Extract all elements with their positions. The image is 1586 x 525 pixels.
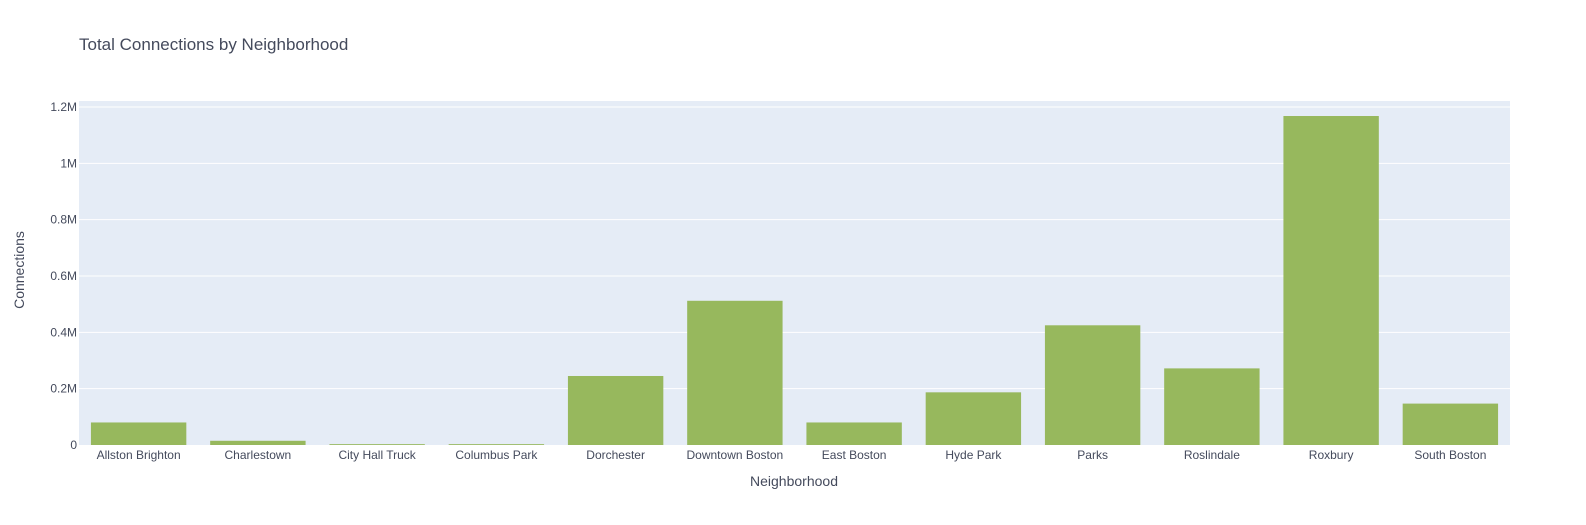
- y-tick-label: 1M: [60, 156, 77, 170]
- x-tick-label: Dorchester: [586, 448, 645, 462]
- x-tick-label: Charlestown: [225, 448, 292, 462]
- x-tick-label: Hyde Park: [945, 448, 1002, 462]
- bar: [567, 375, 664, 445]
- bar: [1283, 116, 1379, 445]
- bar: [90, 422, 187, 445]
- gridlines: [79, 106, 1510, 390]
- bar: [1402, 403, 1499, 445]
- x-tick-label: City Hall Truck: [338, 448, 416, 462]
- x-tick-label: South Boston: [1414, 448, 1486, 462]
- x-tick-label: Downtown Boston: [687, 448, 784, 462]
- bar: [210, 440, 306, 445]
- plot-area: [79, 101, 1510, 445]
- bar: [329, 444, 425, 445]
- y-axis-title: Connections: [11, 231, 27, 309]
- bar: [687, 300, 783, 445]
- bar: [448, 444, 545, 445]
- y-tick-label: 0.2M: [50, 382, 77, 396]
- x-axis-ticks: Allston Brighton Charlestown City Hall Tru…: [97, 448, 1487, 462]
- bar: [925, 392, 1022, 445]
- x-tick-label: East Boston: [822, 448, 887, 462]
- y-tick-label: 0.4M: [50, 325, 77, 339]
- bar: [1044, 325, 1141, 445]
- chart-title: Total Connections by Neighborhood: [79, 35, 348, 54]
- x-tick-label: Roxbury: [1309, 448, 1354, 462]
- y-tick-label: 0.8M: [50, 213, 77, 227]
- x-axis-title: Neighborhood: [750, 473, 838, 489]
- y-tick-label: 1.2M: [50, 100, 77, 114]
- x-tick-label: Roslindale: [1184, 448, 1240, 462]
- bar: [806, 422, 902, 445]
- x-tick-label: Columbus Park: [455, 448, 538, 462]
- bars: [90, 116, 1499, 445]
- x-tick-label: Allston Brighton: [97, 448, 181, 462]
- y-tick-label: 0.6M: [50, 269, 77, 283]
- x-tick-label: Parks: [1077, 448, 1108, 462]
- bar: [1164, 368, 1260, 445]
- y-axis-ticks: 0 0.2M 0.4M 0.6M 0.8M 1M 1.2M: [50, 100, 77, 452]
- y-tick-label: 0: [70, 438, 77, 452]
